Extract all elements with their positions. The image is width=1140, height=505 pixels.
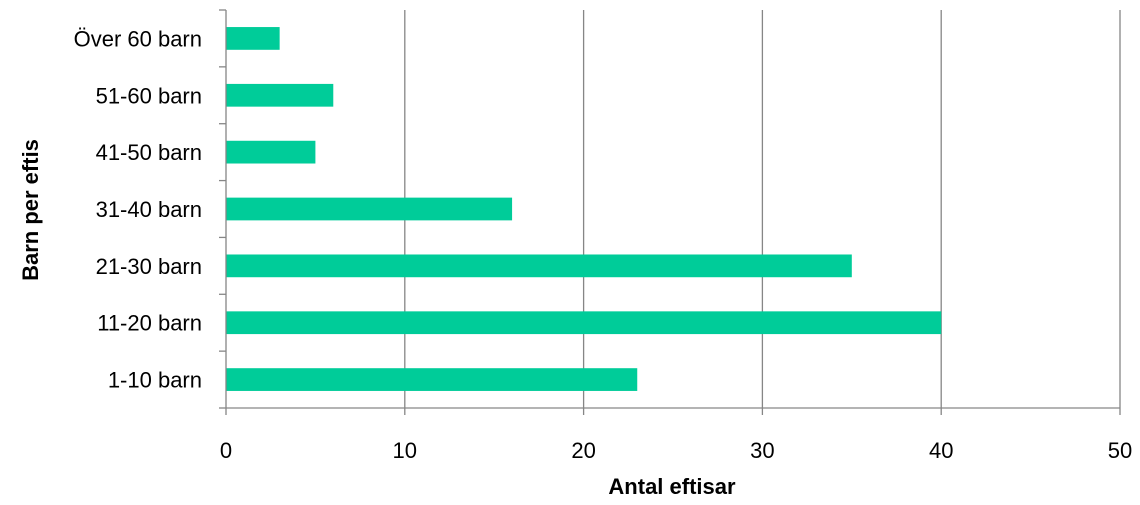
- bar-41-50-barn: [226, 140, 316, 164]
- bar-1-10-barn: [226, 368, 638, 391]
- axes: [219, 9, 1121, 415]
- y-tick-label: 51-60 barn: [96, 83, 202, 108]
- bar-31-40-barn: [226, 197, 513, 221]
- y-tick-label: 41-50 barn: [96, 140, 202, 165]
- bars: [226, 27, 942, 391]
- bar-21-30-barn: [226, 254, 852, 278]
- x-tick-label: 30: [750, 438, 774, 463]
- y-tick-label: 1-10 barn: [108, 368, 202, 393]
- x-tick-label: 40: [929, 438, 953, 463]
- x-tick-label: 10: [393, 438, 417, 463]
- gridlines: [404, 10, 1121, 408]
- x-tick-label: 0: [220, 438, 232, 463]
- y-tick-label: Över 60 barn: [74, 26, 202, 51]
- x-tick-labels: 0 10 20 30 40 50: [220, 438, 1132, 463]
- bar-11-20-barn: [226, 311, 942, 335]
- y-axis-title: Barn per eftis: [18, 139, 43, 281]
- bar-51-60-barn: [226, 83, 334, 107]
- x-tick-label: 50: [1108, 438, 1132, 463]
- bar-över-60-barn: [226, 27, 280, 50]
- y-tick-label: 31-40 barn: [96, 197, 202, 222]
- y-tick-labels: 1-10 barn 11-20 barn 21-30 barn 31-40 barn 4…: [74, 26, 202, 392]
- y-tick-label: 21-30 barn: [96, 254, 202, 279]
- y-tick-label: 11-20 barn: [97, 311, 202, 336]
- x-axis-title: Antal eftisar: [608, 474, 736, 499]
- x-tick-label: 20: [571, 438, 595, 463]
